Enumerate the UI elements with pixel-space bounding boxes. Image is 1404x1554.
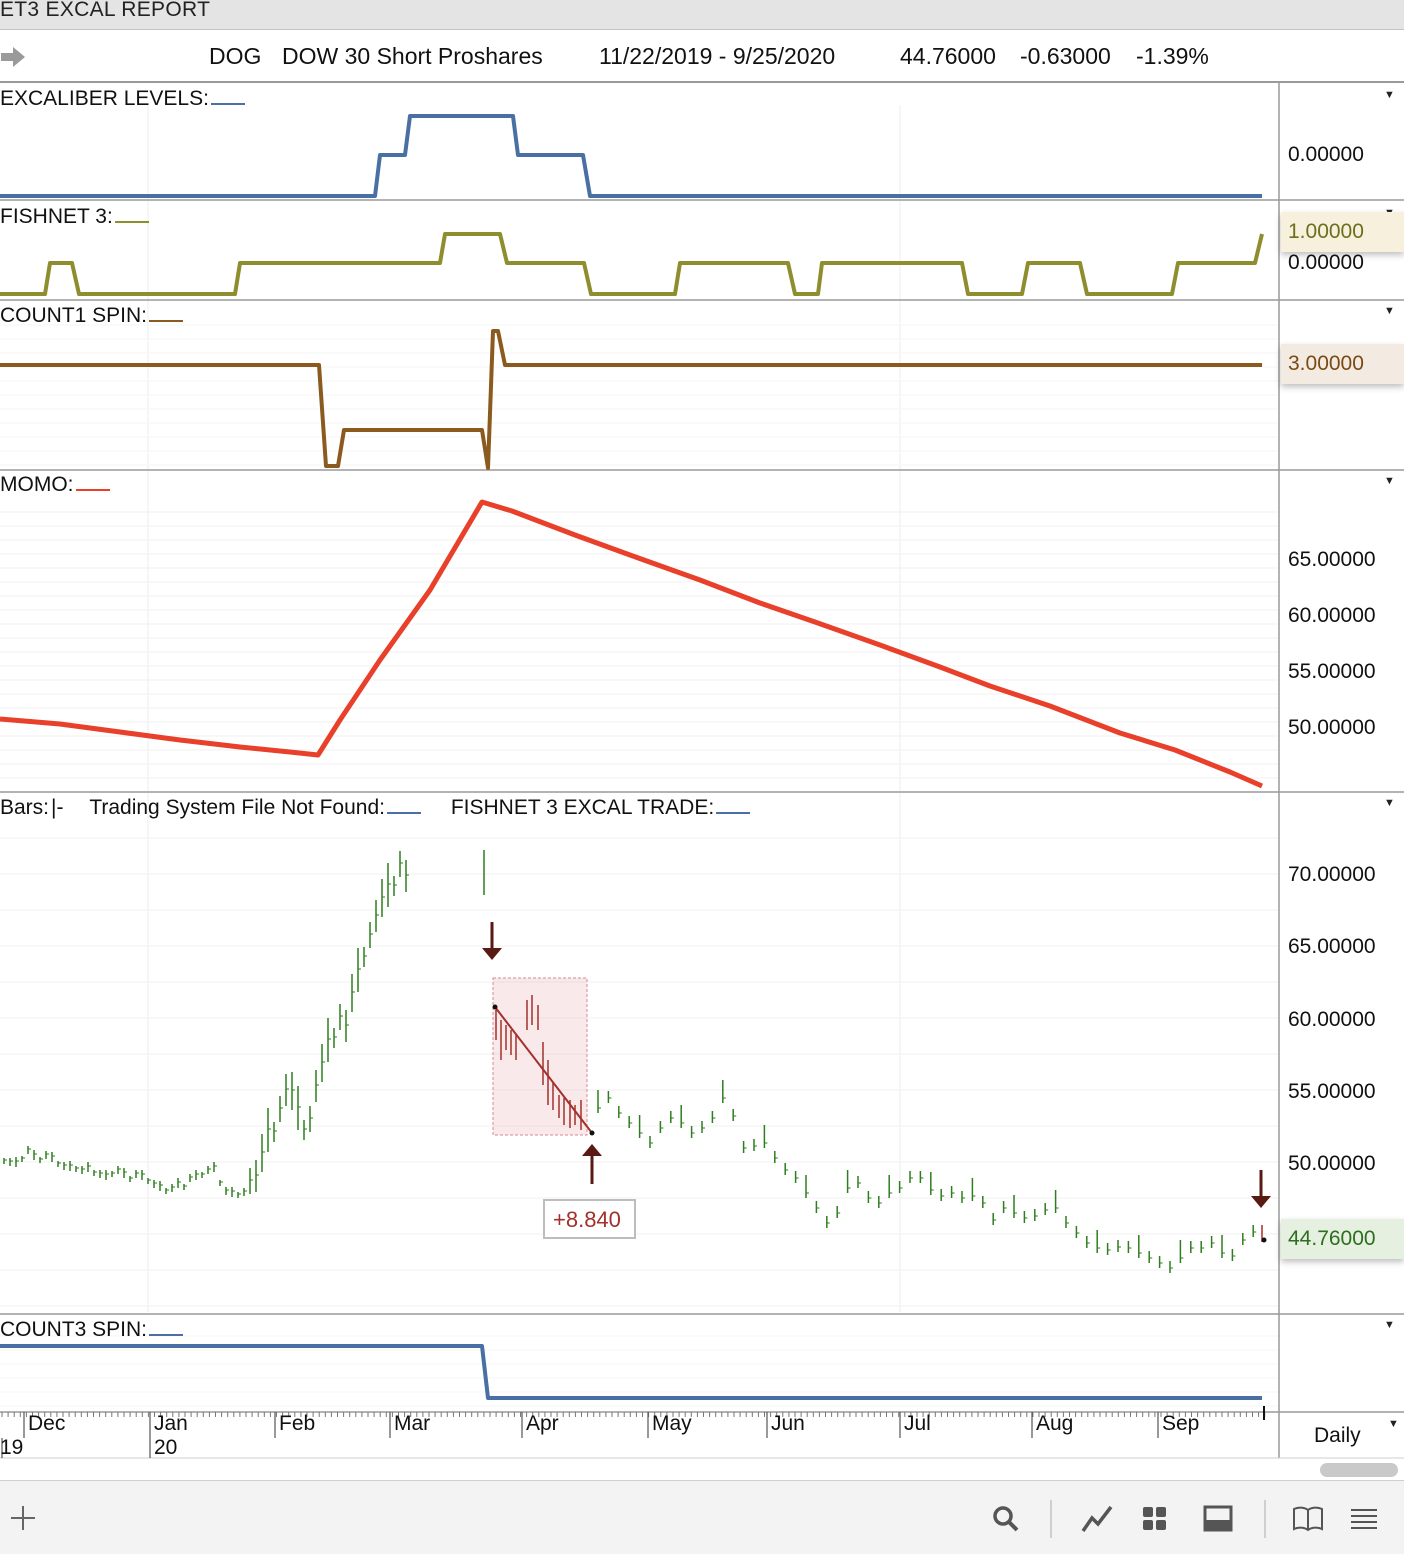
price-change: -0.63000 xyxy=(1020,43,1111,69)
chart-area[interactable] xyxy=(0,83,1404,1480)
x-axis-month: Feb xyxy=(279,1412,316,1435)
price-y-label: 65.00000 xyxy=(1288,935,1376,958)
count3-line xyxy=(0,1344,1262,1400)
momo-pane xyxy=(0,499,1264,789)
toolbar-divider xyxy=(1050,1500,1052,1538)
x-axis-month: Apr xyxy=(526,1412,559,1435)
ticker[interactable]: DOG xyxy=(209,43,262,69)
x-axis-month: Dec xyxy=(28,1412,66,1435)
price-change-pct: -1.39% xyxy=(1136,43,1209,69)
pane-separators xyxy=(0,83,1404,1459)
trade-entry-dot xyxy=(492,1004,498,1010)
x-axis-month: May xyxy=(652,1412,692,1435)
count1-line xyxy=(0,329,1262,470)
interval-selector[interactable]: Daily xyxy=(1314,1424,1361,1447)
last-price: 44.76000 xyxy=(900,43,996,69)
price-y-label: 60.00000 xyxy=(1288,1008,1376,1031)
trade-exit-dot xyxy=(589,1130,595,1136)
last-close-dot xyxy=(1261,1237,1267,1243)
x-axis-month: Mar xyxy=(394,1412,431,1435)
momo-y-label: 55.00000 xyxy=(1288,660,1376,683)
x-axis-year: 20 xyxy=(154,1436,178,1459)
x-axis-month: Aug xyxy=(1036,1412,1074,1435)
date-range: 11/22/2019 - 9/25/2020 xyxy=(599,43,836,69)
x-axis-year: 19 xyxy=(0,1436,24,1459)
excaliber-menu-icon[interactable]: ▼ xyxy=(1384,89,1395,101)
sell-arrow-icon-head xyxy=(1251,1196,1271,1208)
count3-menu-icon[interactable]: ▼ xyxy=(1384,1319,1395,1331)
fishnet-trade-label: FISHNET 3 EXCAL TRADE: xyxy=(450,796,715,819)
cover-arrow-icon-head xyxy=(582,1144,602,1156)
fishnet-line xyxy=(0,232,1264,296)
count3-swatch xyxy=(149,1322,184,1336)
momo-y-label: 60.00000 xyxy=(1288,604,1376,627)
excaliber-line xyxy=(0,114,1262,198)
interval-menu-icon[interactable]: ▼ xyxy=(1388,1418,1399,1430)
grid-lines xyxy=(0,105,1279,1407)
search-icon[interactable] xyxy=(990,1502,1022,1534)
bars-glyph: |- xyxy=(51,796,64,819)
x-axis-month: Jul xyxy=(904,1412,931,1435)
x-axis-month: Sep xyxy=(1162,1412,1200,1435)
security-name: DOW 30 Short Proshares xyxy=(282,43,543,69)
count1-swatch xyxy=(149,308,184,322)
excaliber-pane xyxy=(0,114,1262,198)
menu-icon[interactable] xyxy=(1348,1502,1380,1534)
sell-arrow-icon-head xyxy=(482,948,502,960)
fishnet-value-badge: 1.00000 xyxy=(1281,212,1404,252)
momo-line xyxy=(0,499,1264,789)
price-y-label: 55.00000 xyxy=(1288,1080,1376,1103)
trade-profit-label: +8.840 xyxy=(543,1199,636,1239)
grid-icon[interactable] xyxy=(1140,1502,1170,1534)
momo-label: MOMO: xyxy=(0,473,110,497)
fishnet-label: FISHNET 3: xyxy=(0,205,149,229)
x-axis xyxy=(1,1406,1266,1458)
bars-menu-icon[interactable]: ▼ xyxy=(1384,797,1395,809)
count1-value-badge: 3.00000 xyxy=(1281,344,1404,384)
count3-pane xyxy=(0,1344,1262,1400)
trade-region xyxy=(492,977,588,1136)
last-price-badge: 44.76000 xyxy=(1281,1219,1404,1259)
price-y-label: 50.00000 xyxy=(1288,1152,1376,1175)
x-axis-month: Jan xyxy=(154,1412,188,1435)
x-axis-month: Jun xyxy=(771,1412,805,1435)
fishnet-y-label: 0.00000 xyxy=(1288,251,1364,274)
toolbar-divider xyxy=(1264,1500,1266,1538)
momo-swatch xyxy=(75,477,110,491)
trade-line xyxy=(494,1006,593,1134)
window-title-bar: ET3 EXCAL REPORT xyxy=(0,0,1404,30)
price-bars-pane xyxy=(3,850,1271,1273)
excaliber-y-label: 0.00000 xyxy=(1288,143,1364,166)
window-title: ET3 EXCAL REPORT xyxy=(0,0,211,21)
momo-menu-icon[interactable]: ▼ xyxy=(1384,475,1395,487)
fishnet-pane xyxy=(0,232,1264,296)
horizontal-scrollbar[interactable] xyxy=(1320,1463,1398,1477)
count1-menu-icon[interactable]: ▼ xyxy=(1384,305,1395,317)
fishnet-swatch xyxy=(114,209,149,223)
excaliber-swatch xyxy=(210,91,245,105)
arrow-right-icon[interactable] xyxy=(0,44,26,70)
book-icon[interactable] xyxy=(1290,1502,1326,1534)
count1-label: COUNT1 SPIN: xyxy=(0,304,184,328)
panel-icon[interactable] xyxy=(1202,1502,1234,1534)
plus-icon[interactable] xyxy=(8,1502,38,1534)
momo-y-label: 65.00000 xyxy=(1288,548,1376,571)
price-y-label: 70.00000 xyxy=(1288,863,1376,886)
trading-system-label: Trading System File Not Found: xyxy=(89,796,385,819)
bottom-toolbar xyxy=(0,1480,1404,1554)
count1-pane xyxy=(0,329,1262,470)
excaliber-label: EXCALIBER LEVELS: xyxy=(0,87,245,111)
symbol-bar: DOG DOW 30 Short Proshares 11/22/2019 - … xyxy=(0,30,1404,83)
bars-label: Bars:|- Trading System File Not Found: F… xyxy=(0,796,751,820)
momo-y-label: 50.00000 xyxy=(1288,716,1376,739)
count3-label: COUNT3 SPIN: xyxy=(0,1318,184,1342)
line-tool-icon[interactable] xyxy=(1080,1502,1114,1534)
